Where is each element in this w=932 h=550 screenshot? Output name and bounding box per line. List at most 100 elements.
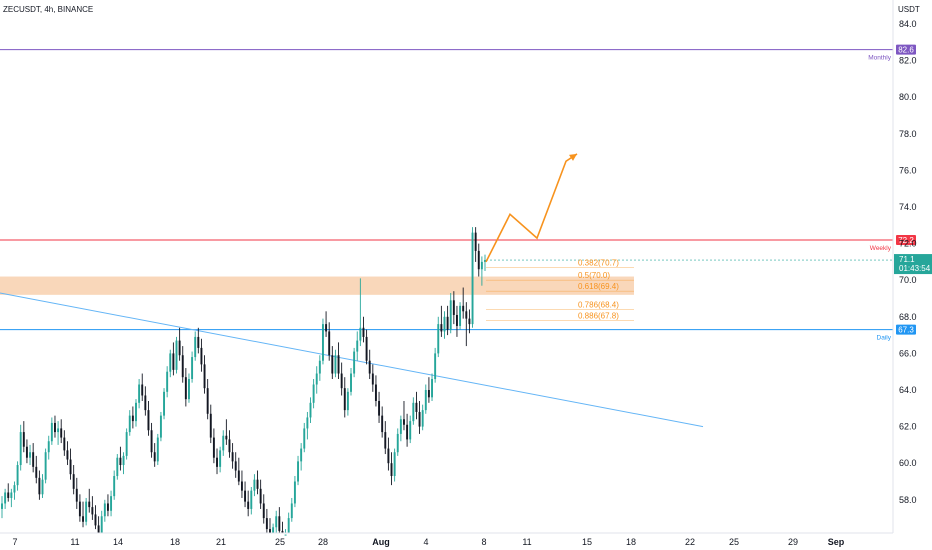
supply-zone-layer	[0, 276, 634, 295]
candle-body	[381, 415, 384, 433]
candle	[477, 243, 480, 277]
candle	[465, 302, 468, 347]
candle-body	[178, 340, 181, 356]
candle-body	[156, 437, 159, 462]
candle	[38, 470, 41, 500]
candle-body	[237, 470, 240, 482]
x-tick-label: 4	[423, 537, 428, 547]
candle	[418, 400, 421, 434]
candle-body	[78, 501, 81, 517]
time-axis[interactable]: 7 11 14 18 21 25 28 Aug 4 8 11 15 18 22 25 29 Sep	[0, 532, 893, 547]
candle	[265, 508, 268, 533]
candle	[219, 446, 222, 473]
candle	[97, 516, 100, 533]
candle-body	[297, 461, 299, 482]
candle-body	[209, 413, 212, 438]
candle-body	[194, 336, 197, 358]
x-tick-label: 8	[481, 537, 486, 547]
candle-body	[409, 421, 412, 440]
candle-body	[25, 446, 28, 458]
candle	[315, 366, 318, 394]
candle-body	[50, 422, 53, 442]
candle	[331, 346, 334, 380]
candle	[138, 379, 141, 409]
candle-body	[219, 450, 222, 467]
y-tick-label: 70.0	[899, 275, 917, 285]
candle-body	[293, 481, 296, 504]
candle	[321, 318, 324, 365]
candle	[228, 430, 231, 458]
candle-body	[396, 433, 399, 453]
candle	[253, 474, 256, 497]
candle-body	[468, 318, 471, 325]
candle-body	[431, 379, 433, 398]
x-tick-label: 29	[788, 537, 798, 547]
candle	[328, 322, 331, 361]
y-tick-label: 76.0	[899, 165, 917, 175]
candle-body	[166, 371, 169, 392]
candle	[275, 510, 278, 533]
candle	[153, 443, 156, 467]
candle-body	[32, 452, 35, 467]
candle	[113, 470, 116, 500]
candle	[300, 443, 303, 471]
candle-body	[7, 492, 10, 498]
candle	[237, 457, 240, 486]
candle	[234, 452, 237, 478]
candle-body	[290, 503, 293, 519]
price-axis[interactable]: 58.0 60.0 62.0 64.0 66.0 68.0 70.0 72.0 74.0 76.0…	[892, 0, 917, 533]
candle	[103, 499, 106, 522]
candle-body	[340, 373, 343, 389]
candle-body	[368, 360, 371, 374]
y-tick-label: 80.0	[899, 92, 917, 102]
candle	[399, 415, 402, 442]
candle-body	[38, 477, 41, 495]
candle	[337, 342, 340, 380]
candle	[188, 373, 190, 403]
x-tick-label: 15	[582, 537, 592, 547]
x-tick-label: 21	[216, 537, 226, 547]
candle-body	[443, 316, 446, 332]
candle	[443, 311, 446, 339]
candle-body	[462, 305, 465, 312]
candle-body	[455, 314, 458, 326]
level-label-weekly: Weekly	[870, 245, 892, 252]
candle	[44, 448, 47, 484]
candle	[122, 452, 125, 475]
candle	[287, 512, 290, 533]
y-tick-label: 84.0	[899, 19, 917, 29]
candle-body	[406, 424, 409, 440]
candle-body	[269, 529, 271, 533]
candle-body	[384, 432, 387, 449]
candle	[309, 397, 312, 423]
candle	[359, 278, 362, 347]
candle	[47, 435, 50, 460]
projection-path	[485, 153, 578, 263]
candle	[78, 494, 81, 522]
x-tick-label: 11	[70, 537, 79, 547]
candle-body	[94, 514, 97, 526]
fib-level-label: 0.886(67.8)	[578, 311, 619, 320]
candle	[346, 388, 349, 416]
y-tick-label: 62.0	[899, 422, 917, 432]
candle-body	[16, 465, 19, 486]
candle-body	[175, 340, 178, 370]
candle	[141, 373, 144, 401]
candle-body	[337, 355, 340, 374]
candle-body	[359, 327, 362, 341]
y-tick-label: 72.0	[899, 239, 917, 249]
candle-body	[44, 452, 47, 480]
descending-trendline	[0, 292, 704, 428]
candle-body	[54, 422, 56, 433]
candle	[82, 501, 84, 528]
candle	[437, 316, 440, 358]
candle	[396, 428, 399, 456]
candle-body	[365, 336, 368, 361]
candle-body	[471, 232, 474, 325]
candle	[350, 368, 352, 396]
y-tick-label: 82.0	[899, 56, 917, 66]
candle	[387, 437, 390, 471]
candle	[362, 316, 365, 343]
candle	[75, 477, 78, 509]
